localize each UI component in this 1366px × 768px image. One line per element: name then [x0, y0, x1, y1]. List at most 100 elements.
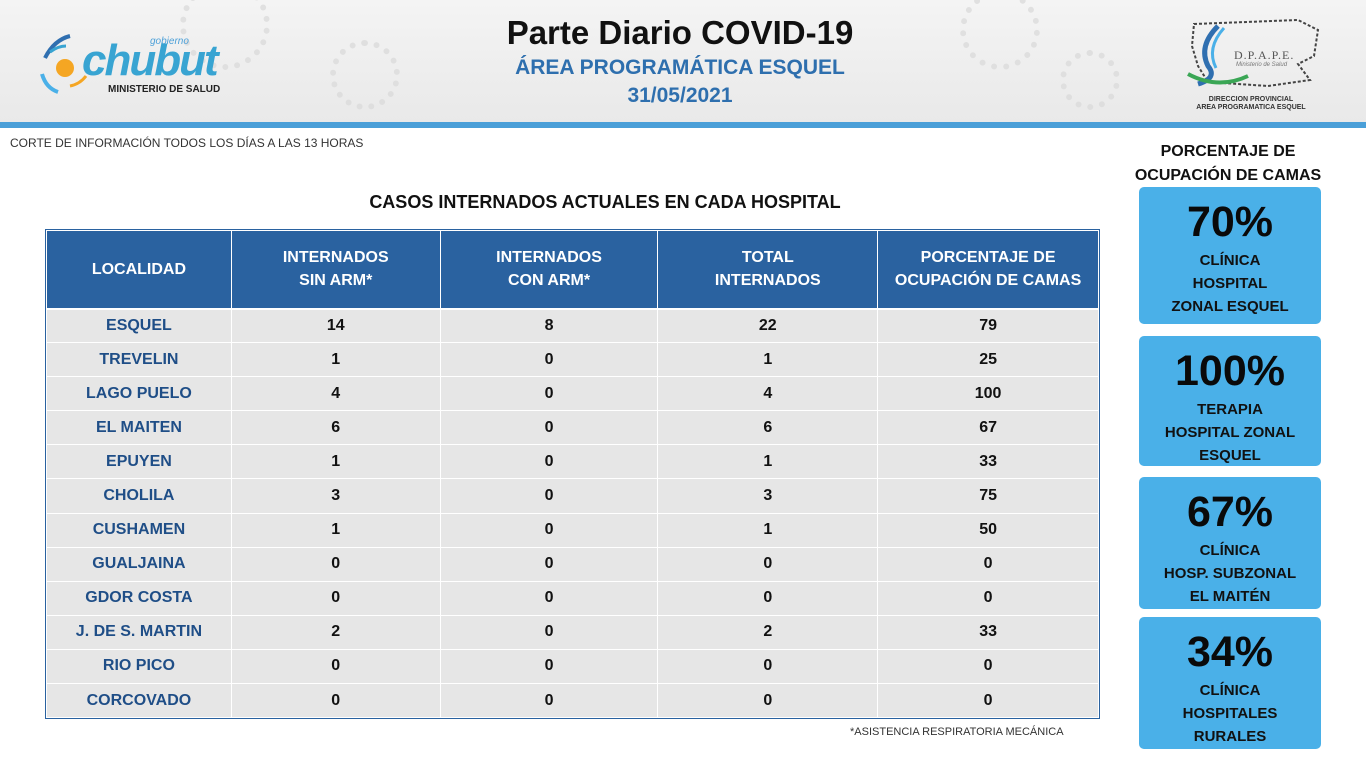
value-cell: 0 — [439, 683, 659, 719]
value-cell: 0 — [877, 546, 1099, 582]
province-map-icon — [1187, 18, 1320, 88]
value-cell: 4 — [657, 376, 879, 412]
table-row: TREVELIN 1 0 1 25 — [46, 342, 1099, 378]
column-header-line: OCUPACIÓN DE CAMAS — [894, 272, 1082, 290]
occupancy-label: HOSP. SUBZONAL — [1163, 565, 1297, 582]
occupancy-card: 100% TERAPIA HOSPITAL ZONAL ESQUEL — [1139, 336, 1321, 466]
value-cell: 0 — [439, 342, 659, 378]
virus-decoration — [180, 0, 270, 70]
table-row: J. DE S. MARTIN 2 0 2 33 — [46, 614, 1099, 650]
table-row: GUALJAINA 0 0 0 0 — [46, 546, 1099, 582]
occupancy-label: HOSPITALES — [1182, 705, 1278, 722]
value-cell: 25 — [877, 342, 1099, 378]
value-cell: 1 — [230, 342, 441, 378]
value-cell: 3 — [230, 478, 441, 514]
occupancy-label: TERAPIA — [1197, 401, 1263, 418]
value-cell: 75 — [877, 478, 1099, 514]
locality-cell: CORCOVADO — [46, 683, 232, 719]
value-cell: 100 — [877, 376, 1099, 412]
value-cell: 0 — [439, 580, 659, 616]
side-title-line: OCUPACIÓN DE CAMAS — [1134, 167, 1322, 184]
occupancy-label: HOSPITAL ZONAL — [1164, 424, 1296, 441]
occupancy-percent: 34% — [1186, 628, 1274, 676]
table-row: EPUYEN 1 0 1 33 — [46, 444, 1099, 480]
value-cell: 8 — [439, 307, 659, 344]
value-cell: 0 — [230, 683, 441, 719]
table-row: LAGO PUELO 4 0 4 100 — [46, 376, 1099, 412]
occupancy-card: 70% CLÍNICA HOSPITAL ZONAL ESQUEL — [1139, 187, 1321, 324]
occupancy-label: EL MAITÉN — [1189, 588, 1271, 605]
side-title: PORCENTAJE DE OCUPACIÓN DE CAMAS — [1128, 140, 1328, 188]
value-cell: 0 — [439, 410, 659, 446]
locality-cell: EPUYEN — [46, 444, 232, 480]
locality-cell: CUSHAMEN — [46, 512, 232, 548]
column-header: INTERNADOS CON ARM* — [439, 230, 659, 309]
dpape-caption: DIRECCION PROVINCIAL — [1208, 96, 1294, 103]
column-header-line: TOTAL — [741, 249, 794, 267]
value-cell: 22 — [657, 307, 879, 344]
value-cell: 4 — [230, 376, 441, 412]
value-cell: 6 — [657, 410, 879, 446]
value-cell: 0 — [230, 648, 441, 685]
virus-decoration — [960, 0, 1040, 70]
column-header-line: LOCALIDAD — [91, 260, 187, 278]
dpape-caption: AREA PROGRAMATICA ESQUEL — [1196, 104, 1306, 111]
value-cell: 0 — [657, 546, 879, 582]
value-cell: 3 — [657, 478, 879, 514]
locality-cell: CHOLILA — [46, 478, 232, 514]
value-cell: 0 — [657, 580, 879, 616]
value-cell: 1 — [657, 512, 879, 548]
value-cell: 0 — [230, 580, 441, 616]
value-cell: 33 — [877, 444, 1099, 480]
table-row: EL MAITEN 6 0 6 67 — [46, 410, 1099, 446]
page-subtitle: ÁREA PROGRAMÁTICA ESQUEL — [515, 56, 845, 79]
table-body: ESQUEL 14 8 22 79 TREVELIN 1 0 1 25 LAGO PUELO 4 0 4 1… — [46, 307, 1099, 719]
cutoff-note: CORTE DE INFORMACIÓN TODOS LOS DÍAS A LA… — [10, 136, 364, 150]
hospital-table: LOCALIDAD INTERNADOS SIN ARM* INTERNADOS CON… — [45, 228, 1100, 720]
occupancy-label: CLÍNICA — [1199, 682, 1261, 699]
occupancy-label: CLÍNICA — [1199, 542, 1261, 559]
value-cell: 0 — [230, 546, 441, 582]
value-cell: 1 — [230, 512, 441, 548]
sun-icon — [40, 34, 88, 94]
value-cell: 0 — [439, 614, 659, 650]
value-cell: 0 — [657, 683, 879, 719]
column-header: LOCALIDAD — [46, 230, 232, 309]
dpape-tagline: Ministerio de Salud — [1236, 62, 1288, 68]
table-row: RIO PICO 0 0 0 0 — [46, 648, 1099, 685]
value-cell: 0 — [877, 648, 1099, 685]
value-cell: 79 — [877, 307, 1099, 344]
value-cell: 6 — [230, 410, 441, 446]
logo-brand: chubut — [82, 36, 219, 85]
value-cell: 0 — [439, 648, 659, 685]
value-cell: 1 — [657, 342, 879, 378]
report-header: gobierno chubut MINISTERIO DE SALUD Part… — [0, 0, 1366, 122]
value-cell: 33 — [877, 614, 1099, 650]
column-header-line: SIN ARM* — [299, 272, 373, 290]
page-title: Parte Diario COVID-19 — [506, 14, 854, 51]
value-cell: 1 — [230, 444, 441, 480]
column-header-line: CON ARM* — [507, 272, 591, 290]
occupancy-percent: 100% — [1175, 347, 1285, 395]
value-cell: 1 — [657, 444, 879, 480]
occupancy-label: RURALES — [1193, 728, 1267, 745]
value-cell: 0 — [439, 376, 659, 412]
locality-cell: TREVELIN — [46, 342, 232, 378]
table-row: ESQUEL 14 8 22 79 — [46, 307, 1099, 344]
locality-cell: RIO PICO — [46, 648, 232, 685]
column-header-line: INTERNADOS — [282, 249, 389, 267]
table-row: CORCOVADO 0 0 0 0 — [46, 683, 1099, 719]
column-header: PORCENTAJE DE OCUPACIÓN DE CAMAS — [877, 230, 1099, 309]
column-header-line: PORCENTAJE DE — [920, 249, 1056, 267]
virus-decoration — [1060, 50, 1120, 110]
column-header-line: INTERNADOS — [714, 272, 821, 290]
side-title-line: PORCENTAJE DE — [1160, 143, 1296, 160]
table-row: CUSHAMEN 1 0 1 50 — [46, 512, 1099, 548]
value-cell: 0 — [877, 580, 1099, 616]
locality-cell: GDOR COSTA — [46, 580, 232, 616]
occupancy-label: ESQUEL — [1199, 447, 1261, 464]
footnote: *ASISTENCIA RESPIRATORIA MECÁNICA — [850, 726, 1064, 738]
table-row: GDOR COSTA 0 0 0 0 — [46, 580, 1099, 616]
value-cell: 67 — [877, 410, 1099, 446]
occupancy-card: 67% CLÍNICA HOSP. SUBZONAL EL MAITÉN — [1139, 477, 1321, 609]
